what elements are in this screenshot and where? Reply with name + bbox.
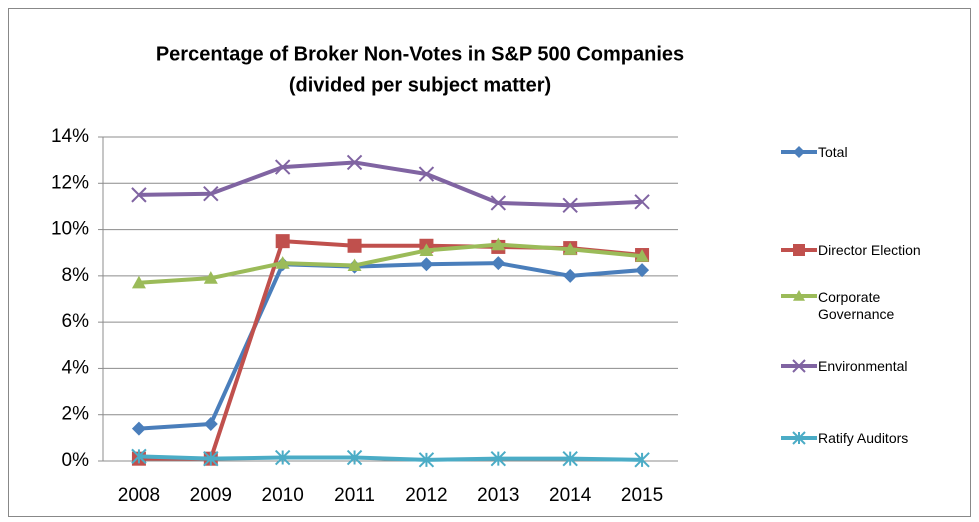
marker (792, 431, 806, 445)
legend-label: Total (818, 143, 848, 160)
y-tick-label: 4% (62, 357, 90, 378)
y-tick-label: 0% (62, 450, 90, 471)
marker (274, 159, 291, 175)
marker (490, 195, 507, 211)
legend-item: Ratify Auditors (780, 429, 938, 447)
chart-subtitle: (divided per subject matter) (289, 74, 551, 96)
y-tick-label: 12% (51, 172, 89, 193)
x-tick-label: 2008 (118, 485, 160, 506)
legend-item: Total (780, 143, 938, 161)
x-tick-label: 2015 (621, 485, 663, 506)
legend-swatch (781, 431, 817, 445)
marker (346, 154, 363, 171)
marker (562, 197, 578, 213)
legend-label: Director Election (818, 241, 921, 258)
marker (793, 244, 805, 256)
marker (491, 256, 506, 271)
series-line (138, 160, 643, 208)
x-tick-label: 2013 (477, 485, 519, 506)
marker (490, 450, 507, 467)
marker (203, 271, 218, 284)
marker (347, 238, 362, 253)
marker (203, 450, 219, 467)
legend-label: Environmental (818, 357, 908, 374)
x-tick-label: 2012 (405, 485, 447, 506)
marker (347, 258, 362, 272)
marker (793, 290, 805, 301)
series-line (138, 242, 643, 285)
marker (563, 242, 578, 255)
legend-item: Environmental (780, 357, 938, 375)
marker (491, 237, 506, 251)
marker (563, 268, 578, 283)
marker (275, 256, 290, 269)
legend-item: Director Election (780, 241, 938, 259)
legend-swatch (781, 359, 817, 373)
legend-item: Corporate Governance (780, 289, 908, 323)
marker (792, 359, 806, 373)
marker (635, 263, 650, 278)
series-line (138, 454, 643, 462)
legend-swatch (781, 290, 817, 301)
marker (346, 449, 363, 466)
marker (635, 249, 650, 262)
marker (274, 449, 291, 466)
y-tick-label: 6% (62, 311, 90, 332)
marker (634, 194, 650, 210)
marker (419, 243, 434, 256)
legend-swatch (781, 146, 817, 158)
marker (419, 257, 434, 272)
marker (793, 146, 805, 158)
marker (131, 187, 147, 203)
marker (203, 185, 219, 202)
marker (131, 275, 146, 289)
y-tick-label: 10% (51, 219, 89, 240)
marker (203, 416, 218, 431)
y-tick-label: 14% (51, 126, 89, 147)
marker (418, 452, 435, 468)
x-tick-label: 2011 (334, 485, 375, 506)
marker (131, 421, 146, 436)
legend-label: Corporate Governance (818, 289, 895, 322)
chart-title: Percentage of Broker Non-Votes in S&P 50… (156, 43, 684, 65)
marker (634, 452, 650, 468)
marker (418, 166, 435, 182)
series-line (138, 261, 643, 431)
legend-label: Ratify Auditors (818, 429, 909, 446)
chart-border (8, 8, 971, 517)
marker (131, 448, 147, 465)
marker (562, 450, 578, 467)
y-tick-label: 8% (62, 265, 90, 286)
x-tick-label: 2010 (262, 485, 304, 506)
x-tick-label: 2014 (549, 485, 592, 506)
y-tick-label: 2% (62, 404, 90, 425)
x-tick-label: 2009 (190, 485, 232, 506)
legend-swatch (781, 244, 817, 256)
marker (275, 234, 290, 249)
